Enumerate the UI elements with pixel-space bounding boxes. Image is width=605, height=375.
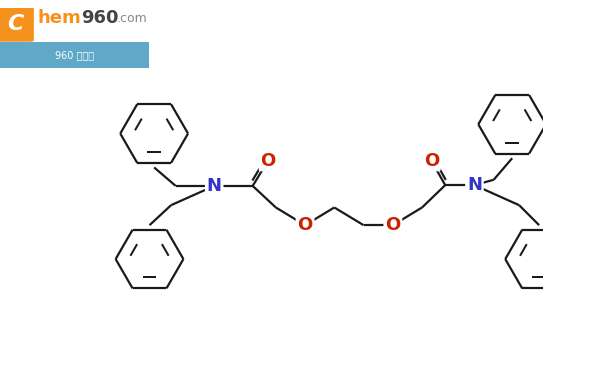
Text: N: N <box>207 177 221 195</box>
Text: hem: hem <box>38 9 81 27</box>
Text: O: O <box>424 152 439 170</box>
Text: O: O <box>385 216 401 234</box>
Text: .com: .com <box>117 12 148 25</box>
Text: O: O <box>261 152 276 170</box>
Text: O: O <box>298 216 313 234</box>
Text: 960 化工网: 960 化工网 <box>55 50 94 60</box>
FancyBboxPatch shape <box>0 42 149 68</box>
FancyBboxPatch shape <box>0 6 34 42</box>
Text: N: N <box>467 176 482 194</box>
Text: 960: 960 <box>81 9 119 27</box>
Text: C: C <box>7 14 24 34</box>
